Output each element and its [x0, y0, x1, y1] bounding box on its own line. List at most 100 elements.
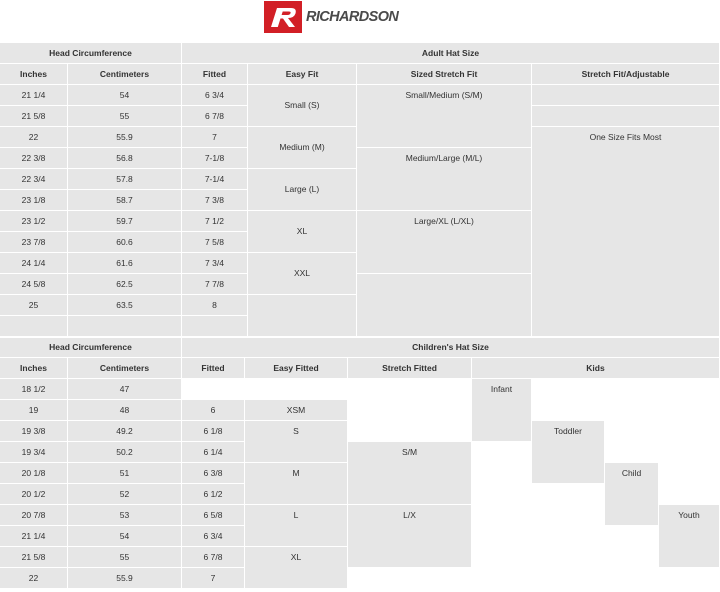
adult-empty-cell — [68, 316, 182, 337]
adult-column-header: Centimeters — [68, 64, 182, 85]
children-fitted-cell: 7 — [182, 568, 245, 589]
adult-inches-cell: 24 5/8 — [0, 274, 68, 295]
children-inches-cell: 20 7/8 — [0, 505, 68, 526]
children-inches-cell: 21 5/8 — [0, 547, 68, 568]
children-column-header: Centimeters — [68, 358, 182, 379]
adult-fitted-cell: 6 3/4 — [182, 85, 248, 106]
children-easy-fitted-cell: S — [245, 421, 348, 463]
adult-column-header: Fitted — [182, 64, 248, 85]
children-fitted-cell: 6 5/8 — [182, 505, 245, 526]
children-head-circumference-header: Head Circumference — [0, 338, 182, 358]
children-centimeters-cell: 49.2 — [68, 421, 182, 442]
adult-fitted-cell: 6 7/8 — [182, 106, 248, 127]
adult-fitted-cell: 7 7/8 — [182, 274, 248, 295]
adult-fitted-cell: 7 3/4 — [182, 253, 248, 274]
children-fitted-cell: 6 1/4 — [182, 442, 245, 463]
adult-centimeters-cell: 63.5 — [68, 295, 182, 316]
children-fitted-cell: 6 3/4 — [182, 526, 245, 547]
children-hat-size-header: Children's Hat Size — [182, 338, 720, 358]
adult-centimeters-cell: 61.6 — [68, 253, 182, 274]
adult-fitted-cell: 7 5/8 — [182, 232, 248, 253]
children-fitted-cell: 6 3/8 — [182, 463, 245, 484]
adult-centimeters-cell: 59.7 — [68, 211, 182, 232]
richardson-r-badge-icon — [264, 1, 302, 33]
children-stretch-fitted-cell: L/X — [348, 505, 472, 568]
adult-inches-cell: 22 3/4 — [0, 169, 68, 190]
children-fitted-cell: 6 — [182, 400, 245, 421]
children-column-header: Fitted — [182, 358, 245, 379]
children-fitted-cell: 6 1/8 — [182, 421, 245, 442]
children-centimeters-cell: 54 — [68, 526, 182, 547]
adult-fitted-cell: 8 — [182, 295, 248, 316]
adult-sized-stretch-cell: Medium/Large (M/L) — [357, 148, 532, 211]
adult-centimeters-cell: 58.7 — [68, 190, 182, 211]
children-easy-fitted-cell: M — [245, 463, 348, 505]
adult-centimeters-cell: 56.8 — [68, 148, 182, 169]
children-centimeters-cell: 51 — [68, 463, 182, 484]
children-inches-cell: 20 1/8 — [0, 463, 68, 484]
adult-inches-cell: 21 5/8 — [0, 106, 68, 127]
children-easy-fitted-cell: L — [245, 505, 348, 547]
adult-easy-fit-empty-cell — [248, 295, 357, 337]
children-fitted-cell: 6 1/2 — [182, 484, 245, 505]
children-inches-cell: 18 1/2 — [0, 379, 68, 400]
adult-empty-cell — [0, 316, 68, 337]
children-column-header: Inches — [0, 358, 68, 379]
adult-easy-fit-cell: Large (L) — [248, 169, 357, 211]
children-inches-cell: 19 3/4 — [0, 442, 68, 463]
children-centimeters-cell: 52 — [68, 484, 182, 505]
children-easy-fitted-cell: XSM — [245, 400, 348, 421]
adult-centimeters-cell: 54 — [68, 85, 182, 106]
adult-centimeters-cell: 57.8 — [68, 169, 182, 190]
adult-sized-stretch-cell: Large/XL (L/XL) — [357, 211, 532, 274]
children-centimeters-cell: 48 — [68, 400, 182, 421]
children-column-header: Easy Fitted — [245, 358, 348, 379]
adult-centimeters-cell: 55.9 — [68, 127, 182, 148]
adult-head-circumference-header: Head Circumference — [0, 43, 182, 64]
adult-easy-fit-cell: Small (S) — [248, 85, 357, 127]
adult-inches-cell: 24 1/4 — [0, 253, 68, 274]
children-kids-cell: Infant — [472, 379, 532, 442]
children-centimeters-cell: 55.9 — [68, 568, 182, 589]
adult-column-header: Inches — [0, 64, 68, 85]
adult-fitted-cell: 7 1/2 — [182, 211, 248, 232]
adult-fitted-cell: 7 — [182, 127, 248, 148]
adult-inches-cell: 22 — [0, 127, 68, 148]
adult-adjustable-empty-cell — [532, 85, 720, 106]
adult-fitted-cell: 7 3/8 — [182, 190, 248, 211]
children-kids-cell: Child — [605, 463, 659, 526]
adult-column-header: Easy Fit — [248, 64, 357, 85]
adult-adjustable-cell: One Size Fits Most — [532, 127, 720, 337]
adult-sized-stretch-cell: Small/Medium (S/M) — [357, 85, 532, 148]
adult-hat-size-header: Adult Hat Size — [182, 43, 720, 64]
children-inches-cell: 21 1/4 — [0, 526, 68, 547]
children-inches-cell: 20 1/2 — [0, 484, 68, 505]
adult-inches-cell: 23 1/8 — [0, 190, 68, 211]
adult-inches-cell: 22 3/8 — [0, 148, 68, 169]
adult-fitted-cell: 7-1/8 — [182, 148, 248, 169]
children-column-header: Kids — [472, 358, 720, 379]
children-centimeters-cell: 55 — [68, 547, 182, 568]
children-inches-cell: 19 — [0, 400, 68, 421]
children-kids-cell: Youth — [659, 505, 720, 568]
adult-inches-cell: 25 — [0, 295, 68, 316]
adult-adjustable-empty-cell — [532, 106, 720, 127]
adult-centimeters-cell: 55 — [68, 106, 182, 127]
adult-easy-fit-cell: XXL — [248, 253, 357, 295]
children-kids-cell: Toddler — [532, 421, 605, 484]
children-inches-cell: 19 3/8 — [0, 421, 68, 442]
adult-centimeters-cell: 62.5 — [68, 274, 182, 295]
children-centimeters-cell: 53 — [68, 505, 182, 526]
adult-column-header: Stretch Fit/Adjustable — [532, 64, 720, 85]
children-centimeters-cell: 50.2 — [68, 442, 182, 463]
adult-inches-cell: 23 1/2 — [0, 211, 68, 232]
children-fitted-cell: 6 7/8 — [182, 547, 245, 568]
adult-column-header: Sized Stretch Fit — [357, 64, 532, 85]
brand-wordmark: RICHARDSON — [306, 9, 399, 25]
richardson-logo: RICHARDSON — [264, 1, 412, 33]
children-stretch-fitted-cell: S/M — [348, 442, 472, 505]
adult-centimeters-cell: 60.6 — [68, 232, 182, 253]
adult-inches-cell: 23 7/8 — [0, 232, 68, 253]
adult-sized-stretch-empty-cell — [357, 274, 532, 337]
adult-easy-fit-cell: XL — [248, 211, 357, 253]
